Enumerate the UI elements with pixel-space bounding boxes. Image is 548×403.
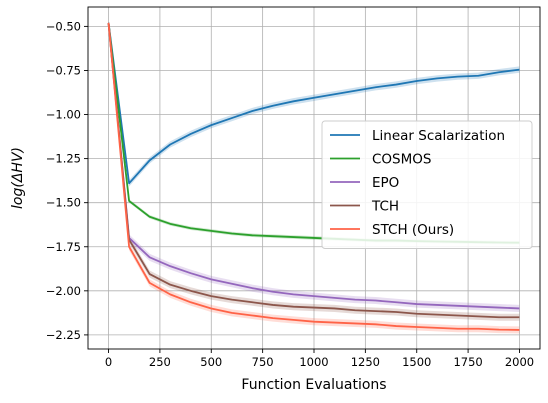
series-line xyxy=(107,22,520,319)
x-tick-label: 2000 xyxy=(505,355,534,369)
y-tick-label: −0.75 xyxy=(46,63,81,77)
y-axis-label: log(ΔHV) xyxy=(10,147,26,209)
legend-label: Linear Scalarization xyxy=(372,128,505,144)
y-tick-label: −1.50 xyxy=(46,196,81,210)
legend: Linear Scalarization COSMOS EPO TCH STCH (Ou… xyxy=(321,120,533,249)
x-tick-label: 1750 xyxy=(453,355,482,369)
x-tick-label: 0 xyxy=(105,355,112,369)
legend-box xyxy=(321,120,533,249)
y-tick-label: −1.75 xyxy=(46,240,81,254)
x-tick-label: 1500 xyxy=(402,355,431,369)
legend-label: EPO xyxy=(372,175,399,191)
x-tick-label: 500 xyxy=(200,355,222,369)
legend-label: COSMOS xyxy=(372,152,431,168)
y-tick-label: −1.25 xyxy=(46,152,81,166)
x-tick-label: 250 xyxy=(149,355,171,369)
series-line xyxy=(107,22,520,331)
y-tick-label: −2.25 xyxy=(46,328,81,342)
x-tick-label: 1250 xyxy=(351,355,380,369)
legend-label: STCH (Ours) xyxy=(372,222,454,238)
series-line xyxy=(107,22,520,185)
y-tick-label: −1.00 xyxy=(46,108,81,122)
x-tick-label: 1000 xyxy=(299,355,328,369)
axis-ticks: 0 250 500 750 1000 1250 1500 1750 2000 −0.50 −0.75… xyxy=(46,19,534,369)
x-axis-label: Function Evaluations xyxy=(241,377,386,393)
x-tick-label: 750 xyxy=(252,355,274,369)
y-tick-label: −2.00 xyxy=(46,284,81,298)
legend-label: TCH xyxy=(371,199,399,215)
y-tick-label: −0.50 xyxy=(46,19,81,33)
series-line xyxy=(107,22,520,310)
